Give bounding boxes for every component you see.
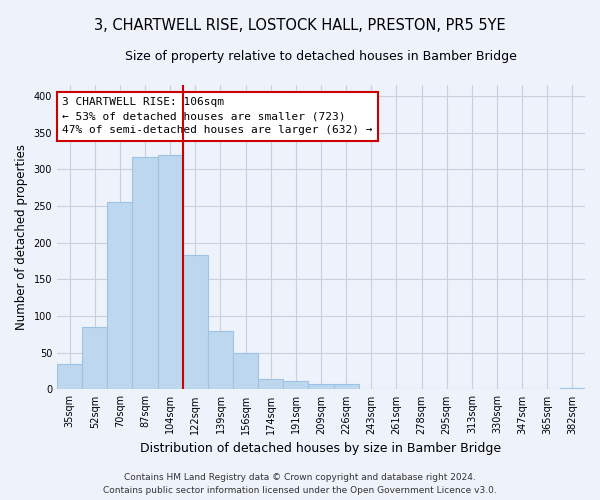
Bar (233, 353, 258, 390)
Bar (82, 327, 107, 390)
Bar (133, 157, 158, 390)
X-axis label: Distribution of detached houses by size in Bamber Bridge: Distribution of detached houses by size … (140, 442, 502, 455)
Text: 3, CHARTWELL RISE, LOSTOCK HALL, PRESTON, PR5 5YE: 3, CHARTWELL RISE, LOSTOCK HALL, PRESTON… (94, 18, 506, 32)
Y-axis label: Number of detached properties: Number of detached properties (15, 144, 28, 330)
Bar (258, 379, 283, 390)
Bar (308, 384, 334, 390)
Text: Contains HM Land Registry data © Crown copyright and database right 2024.
Contai: Contains HM Land Registry data © Crown c… (103, 473, 497, 495)
Bar (158, 154, 183, 390)
Bar (107, 202, 133, 390)
Text: 3 CHARTWELL RISE: 106sqm
← 53% of detached houses are smaller (723)
47% of semi-: 3 CHARTWELL RISE: 106sqm ← 53% of detach… (62, 97, 373, 135)
Bar (208, 330, 233, 390)
Bar (560, 388, 585, 390)
Title: Size of property relative to detached houses in Bamber Bridge: Size of property relative to detached ho… (125, 50, 517, 63)
Bar (334, 384, 359, 390)
Bar (57, 364, 82, 390)
Bar (283, 382, 308, 390)
Bar (183, 255, 208, 390)
